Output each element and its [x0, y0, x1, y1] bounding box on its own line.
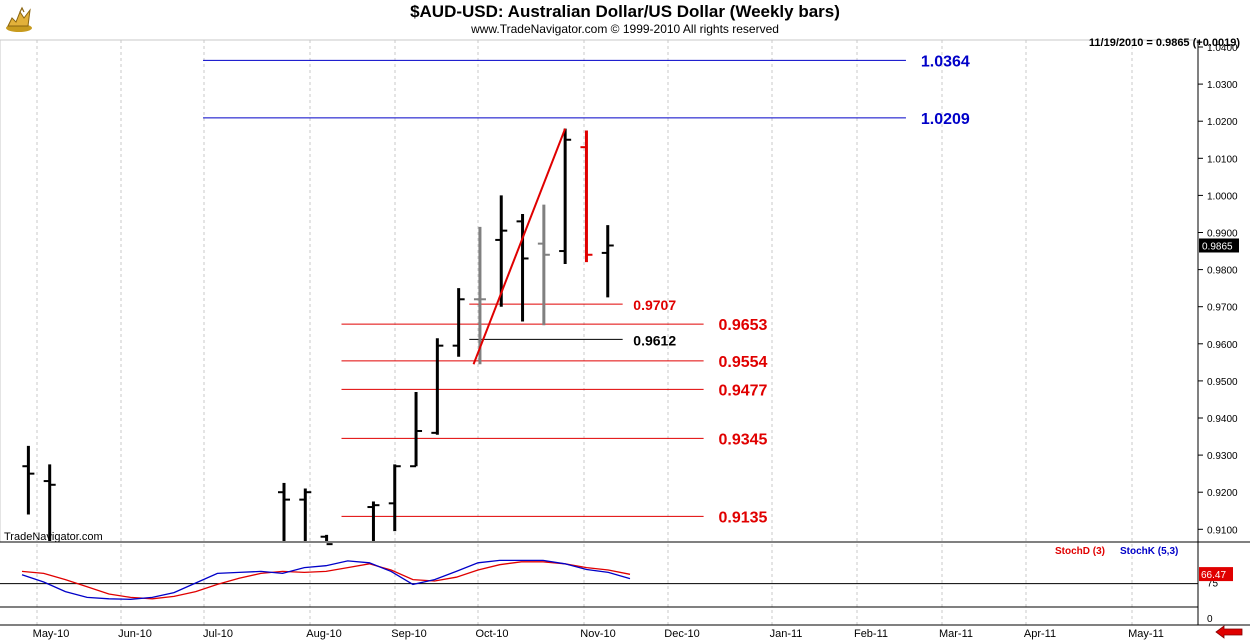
price-axis: 1.04001.03001.02001.01001.00000.99000.98…: [1198, 43, 1239, 536]
stoch-legend-k: StochK (5,3): [1120, 546, 1178, 557]
level-label: 0.9345: [719, 431, 768, 448]
price-tick-label: 0.9300: [1207, 451, 1238, 462]
price-tick-label: 0.9800: [1207, 266, 1238, 277]
stoch-tick-label: 75: [1207, 579, 1219, 590]
level-label: 0.9554: [719, 354, 768, 371]
level-label: 0.9477: [719, 382, 768, 399]
chart-header: $AUD-USD: Australian Dollar/US Dollar (W…: [0, 0, 1250, 40]
price-tick-label: 0.9500: [1207, 377, 1238, 388]
date-tick-label: Mar-11: [939, 628, 973, 640]
last-price-label: 0.9865: [1202, 241, 1233, 252]
date-tick-label: Sep-10: [391, 628, 426, 640]
date-tick-label: Apr-11: [1024, 628, 1056, 640]
level-label: 1.0209: [921, 111, 970, 128]
price-tick-label: 0.9600: [1207, 340, 1238, 351]
stoch-last-label: 66.47: [1201, 570, 1226, 581]
price-tick-label: 0.9200: [1207, 488, 1238, 499]
price-tick-label: 1.0000: [1207, 191, 1238, 202]
stochastic-panel: 75 0 StochD (3) StochK (5,3) 66.47: [0, 546, 1233, 625]
stoch-tick-label: 0: [1207, 614, 1213, 625]
date-tick-label: May-11: [1128, 628, 1164, 640]
price-tick-label: 0.9100: [1207, 525, 1238, 536]
last-price-box: [1199, 238, 1239, 253]
date-tick-label: Jun-10: [118, 628, 152, 640]
chart-frame: [0, 39, 1250, 626]
date-tick-label: Jan-11: [770, 628, 803, 640]
stoch-last-box: [1199, 567, 1233, 582]
chart-copyright: www.TradeNavigator.com © 1999-2010 All r…: [471, 22, 779, 36]
last-quote-label: 11/19/2010 = 0.9865 (+0.0019): [1089, 37, 1240, 49]
price-tick-label: 1.0200: [1207, 117, 1238, 128]
date-tick-label: Oct-10: [475, 628, 508, 640]
date-tick-label: Nov-10: [580, 628, 615, 640]
scroll-left-arrow-icon[interactable]: [1214, 625, 1244, 639]
date-axis: May-10 Jun-10 Jul-10 Aug-10 Sep-10 Oct-10 Nov-…: [33, 628, 1164, 640]
watermark-label: TradeNavigator.com: [4, 531, 103, 543]
stoch-legend-d: StochD (3): [1055, 546, 1105, 557]
price-tick-label: 1.0400: [1207, 43, 1238, 54]
date-tick-label: Feb-11: [854, 628, 888, 640]
price-tick-label: 0.9400: [1207, 414, 1238, 425]
level-label: 0.9135: [719, 509, 768, 526]
date-tick-label: Jul-10: [203, 628, 233, 640]
price-tick-label: 0.9700: [1207, 303, 1238, 314]
trendline: [472, 128, 567, 365]
stoch-line-k: [21, 559, 631, 600]
trade-navigator-logo-icon: [6, 6, 32, 32]
date-tick-label: Dec-10: [664, 628, 699, 640]
price-tick-label: 0.9900: [1207, 229, 1238, 240]
chart-title: $AUD-USD: Australian Dollar/US Dollar (W…: [410, 2, 840, 21]
trendline-segment: [472, 128, 567, 365]
level-label: 1.0364: [921, 53, 970, 70]
price-tick-label: 1.0100: [1207, 154, 1238, 165]
date-tick-label: Aug-10: [306, 628, 341, 640]
stoch-line-d: [21, 561, 631, 600]
price-tick-label: 1.0300: [1207, 80, 1238, 91]
level-label: 0.9653: [719, 317, 768, 334]
level-label: 0.9612: [633, 332, 676, 348]
ohlc-bars: [22, 128, 614, 546]
date-tick-label: May-10: [33, 628, 70, 640]
level-label: 0.9707: [633, 297, 676, 313]
retracement-levels: 1.0364 1.0209 0.9707 0.9653 0.9612 0.9554 0.94…: [203, 53, 970, 526]
